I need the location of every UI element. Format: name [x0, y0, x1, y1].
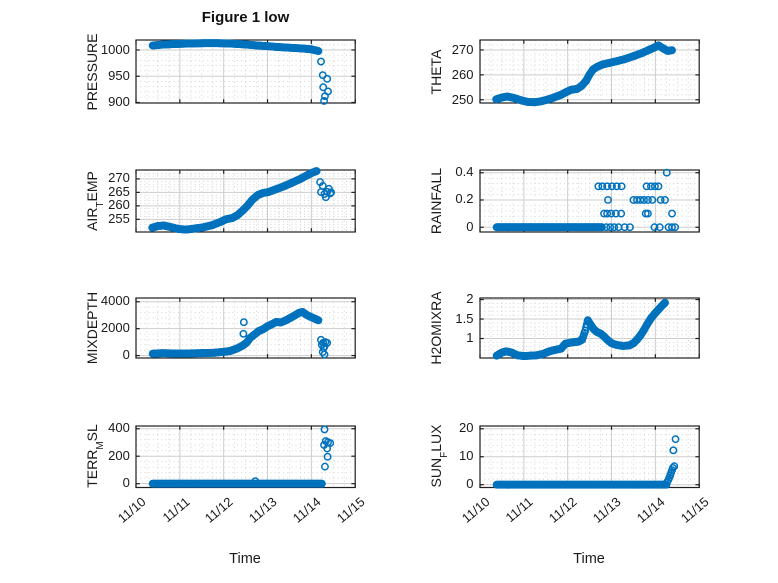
y-tick-label: 250	[451, 91, 474, 107]
y-tick-label: 270	[108, 170, 130, 186]
y-tick-label: 0.4	[455, 164, 474, 180]
data-markers	[491, 41, 676, 107]
y-tick-label: 2000	[100, 320, 130, 336]
panel-mixdepth-plot	[135, 296, 356, 359]
x-tick-label: 11/10	[114, 494, 149, 526]
y-tick-label: 950	[108, 68, 130, 84]
y-axis-label-text: THETA	[427, 49, 444, 94]
y-tick-label: 255	[108, 210, 130, 226]
x-tick-label: 11/15	[333, 494, 368, 526]
data-markers	[492, 298, 669, 360]
y-tick-label: 2	[466, 291, 474, 307]
y-tick-label: 0	[466, 476, 474, 492]
panel-theta-plot	[478, 39, 700, 107]
x-tick-label: 11/14	[633, 494, 668, 526]
data-markers	[148, 166, 335, 234]
y-axis-label-text: RAINFALL	[427, 167, 444, 234]
panel-h2omixra-plot	[478, 296, 700, 360]
y-axis-label-text: SL	[83, 424, 100, 442]
y-axis-label-text: TERR	[83, 449, 100, 489]
x-tick-label: 11/12	[545, 494, 580, 526]
y-axis-label-text: MIXDEPTH	[83, 291, 100, 364]
x-tick-label: 11/11	[502, 494, 536, 526]
panel-pressure-plot	[135, 39, 356, 105]
data-markers	[148, 307, 331, 358]
y-axis-label-text: PRESSURE	[83, 32, 100, 111]
y-axis-label-terr_msl: TERRMSL	[83, 371, 106, 541]
x-tick-label: 11/13	[589, 494, 624, 526]
panel-terr_msl-plot	[135, 424, 356, 488]
y-axis-label-text: SUN	[427, 458, 444, 488]
panel-rainfall-plot	[478, 168, 700, 233]
y-tick-label: 1	[466, 330, 474, 346]
y-tick-label: 260	[108, 197, 130, 213]
y-tick-label: 20	[459, 420, 474, 436]
x-tick-label: 11/12	[202, 494, 237, 526]
data-markers	[148, 424, 334, 488]
data-markers	[492, 434, 679, 489]
y-axis-label-text: H2OMIXRA	[427, 290, 444, 365]
y-tick-label: 0	[122, 347, 130, 363]
y-tick-label: 0	[122, 475, 130, 491]
panel-sun_flux-plot	[478, 424, 700, 489]
y-axis-label-text: AIR	[83, 207, 100, 231]
y-tick-label: 270	[451, 41, 474, 57]
panel-air_temp-plot	[135, 166, 356, 234]
y-tick-label: 0	[466, 218, 474, 234]
y-tick-label: 200	[108, 447, 130, 463]
x-axis-label-left: Time	[229, 551, 261, 567]
data-markers	[492, 168, 679, 231]
y-axis-label-subscript: F	[438, 452, 450, 459]
y-axis-label-sun_flux: SUNFLUX	[427, 371, 450, 541]
x-tick-label: 11/15	[677, 494, 712, 526]
y-tick-label: 0.2	[455, 191, 474, 207]
x-tick-label: 11/14	[289, 494, 324, 526]
y-tick-label: 1.5	[455, 310, 474, 326]
y-tick-label: 400	[108, 420, 130, 436]
y-tick-label: 10	[459, 448, 474, 464]
y-axis-label-subscript: M	[94, 441, 106, 450]
figure-title: Figure 1 low	[201, 9, 290, 26]
y-tick-label: 260	[451, 66, 474, 82]
y-tick-label: 265	[108, 183, 130, 199]
x-tick-label: 11/13	[246, 494, 280, 526]
y-tick-label: 4000	[100, 293, 130, 309]
y-axis-label-text: LUX	[427, 424, 444, 453]
x-tick-label: 11/11	[159, 494, 193, 526]
x-tick-label: 11/10	[458, 494, 493, 526]
y-axis-label-text: EMP	[83, 170, 100, 201]
y-tick-label: 1000	[100, 41, 130, 57]
data-markers	[148, 39, 332, 105]
y-tick-label: 900	[108, 94, 130, 110]
y-axis-label-subscript: T	[94, 200, 106, 208]
x-axis-label-right: Time	[573, 551, 605, 567]
